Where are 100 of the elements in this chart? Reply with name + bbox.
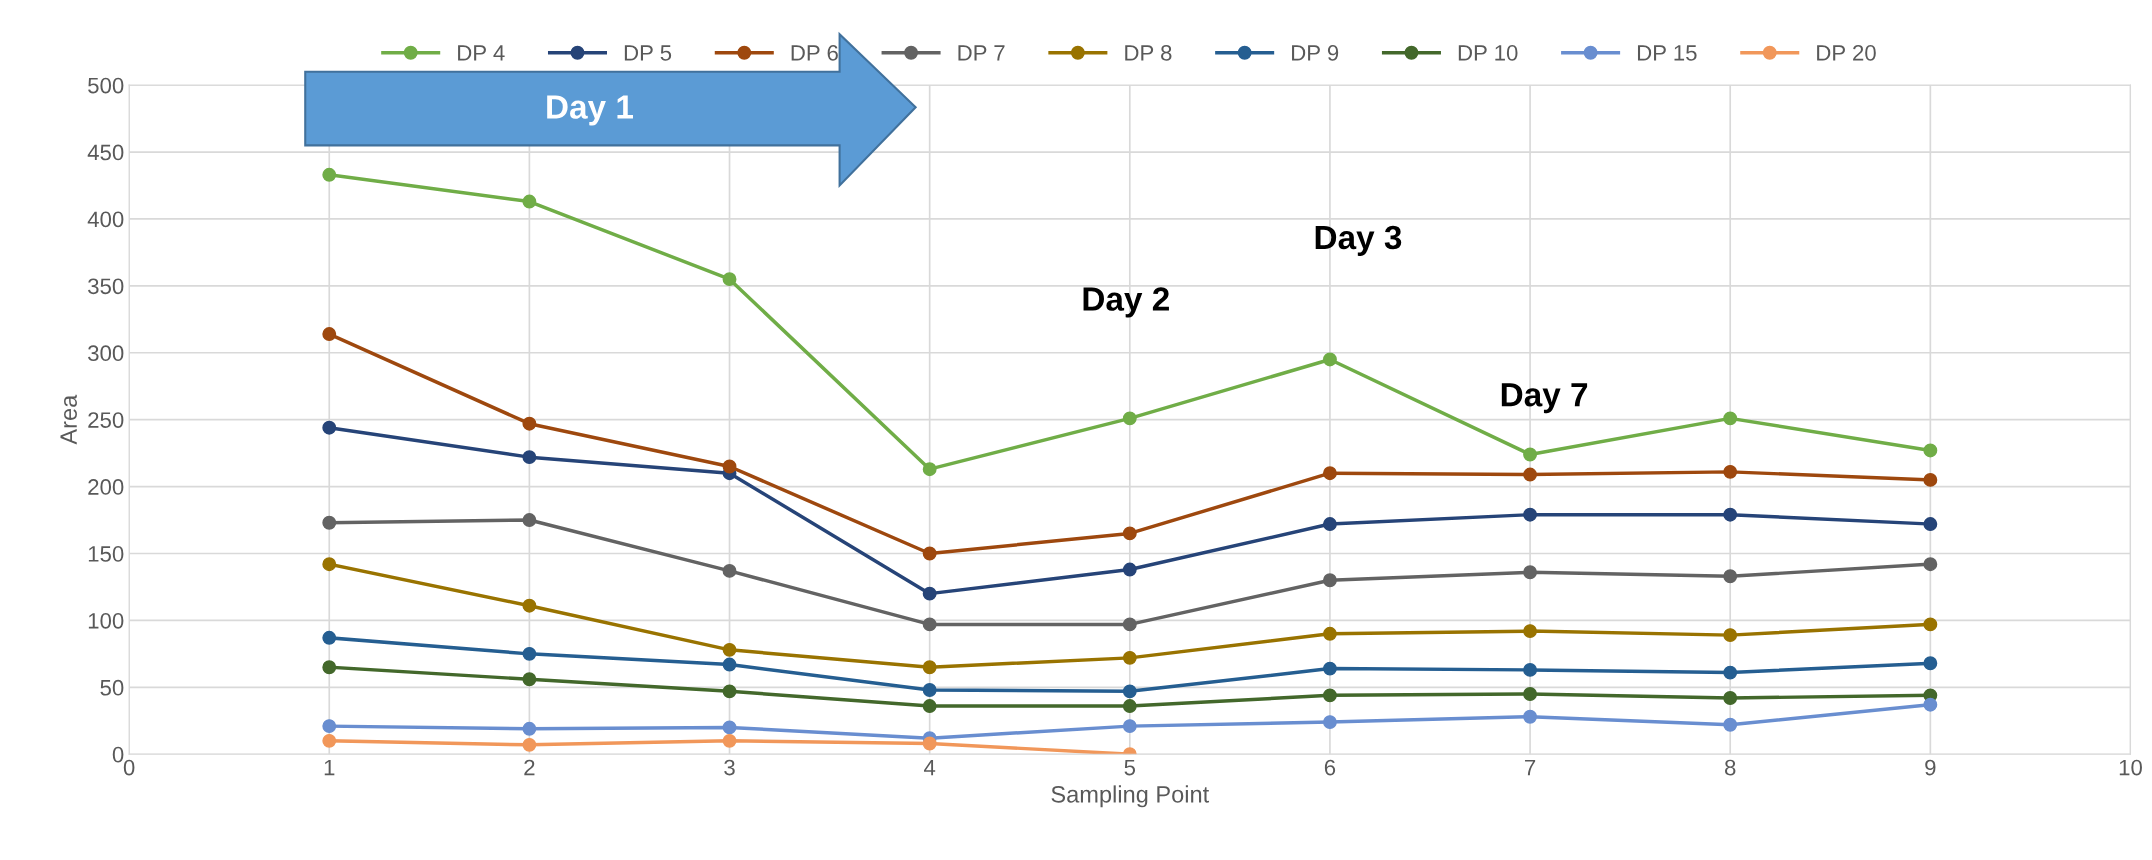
annotation: Day 1 [547,95,633,126]
point [922,699,937,713]
y-tick-label: 150 [88,546,124,562]
point [1322,688,1337,703]
x-tick-label: 1 [324,759,335,776]
point [1523,624,1538,639]
legend-label: DP 6 [791,45,838,61]
point [522,598,537,613]
point [1523,467,1538,482]
point [722,657,737,672]
point [1322,661,1337,676]
point [322,420,337,435]
point [922,617,937,632]
point [522,450,537,465]
point [1723,569,1738,584]
point [922,736,937,751]
y-tick-label: 250 [88,412,124,428]
legend-label: DP 15 [1637,45,1697,61]
point [722,272,737,287]
point [1923,697,1938,712]
y-tick-label: 100 [88,612,124,629]
point [322,167,337,182]
point [922,660,937,675]
point [1122,562,1137,577]
point [1723,717,1738,732]
point [1322,517,1337,532]
point [1523,507,1538,522]
point [922,683,937,697]
point [1523,447,1538,462]
point [1122,719,1137,734]
point [522,721,537,736]
x-tick-label: 0 [123,759,135,776]
point [722,720,737,735]
point [322,733,337,748]
point [722,733,737,748]
y-tick-label: 300 [88,345,124,362]
point [322,327,337,341]
point [322,660,337,675]
x-tick-label: 5 [1124,759,1136,776]
point [1923,517,1938,532]
point [1122,650,1137,665]
point [922,586,937,601]
point [722,563,737,578]
x-tick-label: 2 [524,759,535,776]
point [522,737,537,752]
point [1923,443,1938,458]
x-axis-title: Sampling Point [1051,785,1210,808]
x-tick-label: 8 [1724,759,1736,776]
y-tick-label: 400 [87,211,124,228]
point [522,513,537,527]
point [322,515,337,530]
point [1923,617,1938,632]
point [1322,573,1337,588]
legend-label: DP 7 [958,45,1005,61]
point [1122,617,1137,632]
point [1322,352,1337,367]
point [1523,565,1538,580]
legend-label: DP 9 [1292,45,1339,61]
point [522,646,537,661]
point [1122,699,1137,713]
x-tick-label: 4 [924,759,936,776]
y-tick-label: 450 [87,144,124,161]
y-axis-title: Area [60,394,77,445]
x-tick-label: 7 [1525,759,1536,776]
point [1322,466,1337,481]
y-tick-label: 200 [88,479,124,495]
point [522,416,537,431]
legend-label: DP 20 [1817,45,1876,61]
point [1122,526,1137,541]
point [722,684,737,699]
legend-label: DP 10 [1458,45,1518,61]
legend-label: DP 5 [624,45,672,61]
point [1723,411,1738,426]
x-tick-label: 9 [1925,759,1936,776]
point [522,194,537,209]
point [1923,656,1938,671]
point [1723,507,1738,522]
point [1923,557,1938,572]
legend-label: DP 4 [458,45,505,61]
x-tick-label: 3 [724,759,735,776]
point [1723,665,1738,680]
point [1723,691,1738,705]
point [522,672,537,687]
point [1322,715,1337,730]
point [1723,628,1738,643]
y-tick-label: 350 [88,278,124,295]
point [1523,662,1538,677]
point [922,546,937,561]
point [322,557,337,572]
point [1122,411,1137,426]
legend-label: DP 8 [1125,45,1172,61]
point [322,719,337,734]
point [1923,472,1938,487]
point [722,459,737,474]
point [1523,709,1538,724]
y-tick-label: 50 [100,679,124,696]
x-tick-label: 6 [1324,759,1336,776]
x-tick-label: 10 [2119,759,2142,776]
point [722,642,737,657]
y-tick-label: 0 [112,746,124,763]
